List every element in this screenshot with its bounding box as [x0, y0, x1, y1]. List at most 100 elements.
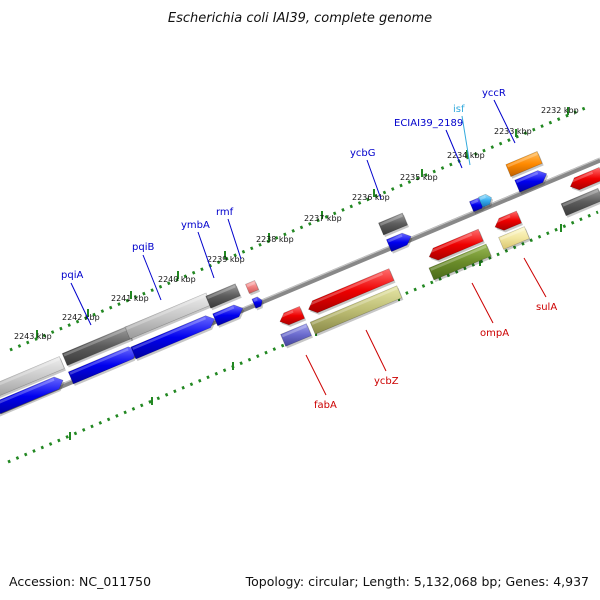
gene-label-ycbG: ycbG — [350, 148, 376, 159]
gene-gray-d-highlight — [379, 214, 403, 226]
gene-blue-ycbG-body — [386, 232, 412, 253]
gene-label-rmf: rmf — [216, 207, 234, 218]
gene-ycbZ-highlight — [311, 287, 398, 326]
gene-red-sulA-a-highlight — [493, 214, 511, 224]
gene-label-pqiA: pqiA — [61, 270, 83, 281]
scale-tick-label: 2237 kbp — [304, 214, 342, 223]
gene-gray-d-body — [378, 212, 408, 236]
gene-gray-e-body — [560, 187, 600, 217]
gene-red-fabA-a[interactable] — [278, 305, 307, 327]
gene-label-yccR: yccR — [482, 88, 506, 99]
gene-gray-b[interactable] — [124, 292, 213, 342]
gene-blue-ymbA-highlight — [213, 306, 235, 317]
scale-tick-label: 2236 kbp — [352, 193, 390, 202]
gene-sulA[interactable] — [498, 226, 531, 252]
scale-tick-label: 2238 kbp — [256, 235, 294, 244]
gene-blue-ymbA-body — [212, 304, 244, 327]
gene-features — [0, 151, 600, 417]
gene-blue-ycbG[interactable] — [386, 232, 413, 254]
gene-fabA[interactable] — [280, 323, 313, 349]
gene-gray-left[interactable] — [0, 356, 66, 402]
scale-tick-label: 2235 kbp — [400, 173, 438, 182]
gene-gray-c[interactable] — [205, 283, 242, 311]
label-leader-fabA — [305, 354, 327, 396]
gene-isf[interactable] — [477, 193, 494, 210]
gene-gray-left-body — [0, 356, 65, 396]
gene-gray-d[interactable] — [378, 212, 410, 238]
gene-labels: pqiA pqiB ymbA rmf ycbG ECIAI39_2189 isf yccR fa… — [61, 88, 557, 411]
gene-blue-left-highlight — [0, 378, 55, 404]
gene-ycbZ-body — [309, 285, 403, 335]
gene-gray-a-highlight — [63, 327, 128, 357]
scale-tick-label: 2239 kbp — [207, 255, 245, 264]
gene-gray-c-highlight — [207, 285, 236, 300]
gene-blue-pqiB[interactable] — [130, 315, 217, 362]
gene-red-ycbZ-a-highlight — [307, 272, 383, 307]
gene-red-right-body — [569, 167, 600, 191]
label-leader-ECIAI39_2189 — [445, 129, 463, 169]
gene-ompA-body — [428, 243, 492, 281]
gene-pink-highlight — [246, 281, 256, 288]
label-leader-ompA — [471, 282, 494, 324]
gene-blue-ECIAI39_2189-highlight — [470, 199, 479, 205]
gene-gray-c-body — [205, 283, 241, 309]
gene-red-ompA-a-highlight — [427, 233, 473, 254]
label-leader-ymbA — [197, 231, 215, 279]
gene-blue-pqiB-highlight — [132, 316, 207, 350]
gene-gray-e[interactable] — [560, 187, 600, 218]
gene-label-ymbA: ymbA — [181, 220, 210, 231]
gene-red-ycbZ-a-body — [308, 268, 395, 314]
gene-orange-yccR-body — [505, 151, 543, 177]
gene-sulA-highlight — [499, 227, 525, 241]
gene-red-fabA-a-body — [279, 305, 305, 326]
gene-ycbZ[interactable] — [309, 285, 404, 337]
label-leader-rmf — [227, 218, 242, 260]
label-leader-yccR — [493, 99, 516, 144]
gene-red-ompA-a-body — [428, 228, 484, 261]
gene-red-ompA-a[interactable] — [427, 228, 485, 263]
map-title: Escherichia coli IAI39, complete genome — [168, 11, 432, 26]
gene-blue-yccR-highlight — [516, 171, 539, 184]
label-leader-pqiB — [142, 254, 162, 301]
gene-blue-rmf[interactable] — [251, 296, 264, 311]
gene-blue-left[interactable] — [0, 376, 65, 418]
gene-gray-left-highlight — [0, 357, 60, 386]
gene-blue-pqiA-highlight — [69, 348, 129, 375]
gene-pink[interactable] — [245, 280, 261, 296]
gene-gray-b-highlight — [126, 294, 207, 330]
gene-red-right[interactable] — [569, 167, 600, 192]
scale-tick-label: 2234 kbp — [447, 151, 485, 160]
genome-summary-text: Topology: circular; Length: 5,132,068 bp… — [245, 574, 589, 589]
gene-label-ECIAI39_2189: ECIAI39_2189 — [394, 118, 463, 129]
label-leader-ycbG — [366, 159, 382, 200]
gene-label-ycbZ: ycbZ — [374, 376, 399, 387]
gene-blue-left-body — [0, 376, 64, 415]
scale-tick-label: 2233 kbp — [494, 127, 532, 136]
gene-red-sulA-a[interactable] — [493, 210, 524, 233]
gene-blue-pqiA[interactable] — [67, 346, 139, 386]
scale-track-outer — [9, 104, 591, 352]
gene-blue-ymbA[interactable] — [212, 304, 245, 328]
gene-fabA-highlight — [281, 324, 307, 338]
gene-pink-body — [245, 280, 259, 294]
label-leader-pqiA — [70, 282, 92, 326]
scale-tick-label: 2241 kbp — [111, 294, 149, 303]
scale-tick-label: 2232 kbp — [541, 106, 579, 115]
gene-red-ycbZ-a[interactable] — [307, 268, 396, 315]
label-leader-ycbZ — [365, 329, 387, 372]
gene-label-pqiB: pqiB — [132, 242, 154, 253]
gene-isf-highlight — [479, 195, 486, 201]
scale-ticks: 2243 kbp 2242 kbp 2241 kbp 2240 kbp 2239 kbp… — [14, 106, 579, 440]
gene-blue-ycbG-highlight — [387, 234, 403, 243]
scale-tick-label: 2243 kbp — [14, 332, 52, 341]
gene-gray-a[interactable] — [61, 326, 134, 368]
gene-isf-body — [477, 193, 492, 208]
gene-orange-yccR-highlight — [507, 152, 538, 168]
gene-blue-yccR[interactable] — [514, 170, 549, 195]
gene-gray-a-body — [61, 326, 133, 366]
gene-blue-yccR-body — [514, 170, 548, 193]
gene-ompA[interactable] — [428, 243, 493, 282]
gene-red-right-highlight — [569, 171, 594, 184]
gene-orange-yccR[interactable] — [505, 151, 544, 179]
